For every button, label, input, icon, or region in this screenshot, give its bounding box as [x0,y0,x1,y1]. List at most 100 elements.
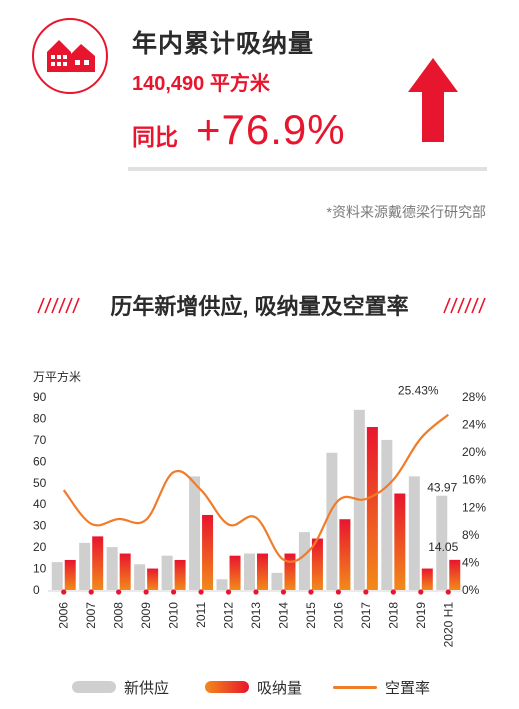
x-tick-marker [225,589,232,595]
x-tick-marker [253,589,259,595]
bar-absorption [119,553,131,590]
y-right-tick-label: 16% [462,473,486,487]
legend-swatch-vacancy [333,686,377,689]
y-left-tick-label: 0 [33,583,40,597]
bar-absorption [202,514,214,590]
y-right-tick-label: 4% [462,555,480,569]
x-tick-marker [308,589,314,595]
x-tick-marker [335,589,341,595]
bar-absorption [257,553,268,590]
x-tick-marker [116,589,122,595]
x-tick-marker [143,589,149,595]
y-axis-unit-label: 万平方米 [33,370,82,384]
x-tick-label: 2006 [57,602,71,629]
houses-icon [47,40,95,72]
x-tick-label: 2013 [249,602,263,629]
x-tick-label: 2018 [386,602,400,629]
x-tick-marker [198,589,204,595]
data-label-vacancy: 25.43% [398,384,439,398]
bar-absorption [421,568,433,590]
y-left-tick-label: 60 [33,454,47,468]
y-right-tick-label: 0% [462,583,480,597]
absorption-amount: 140,490 平方米 [132,73,270,95]
bar-supply [244,553,255,590]
decorative-slashes-left-icon [37,297,80,314]
x-tick-label: 2016 [331,602,345,629]
bar-supply [134,564,146,590]
y-right-tick-label: 24% [462,418,486,432]
y-left-tick-label: 40 [33,497,47,511]
x-tick-label: 2011 [194,602,208,628]
legend-label-absorption: 吸纳量 [257,680,303,697]
y-left-tick-label: 70 [33,433,47,447]
bar-absorption [366,427,378,590]
bar-absorption [92,536,104,590]
x-tick-marker [171,589,177,595]
legend-swatch-absorption [205,681,249,693]
x-tick-marker [280,589,287,595]
data-label-supply: 43.97 [427,481,457,495]
bar-supply [216,579,228,590]
y-left-tick-label: 30 [33,519,47,533]
bar-absorption [339,519,351,590]
bar-supply [51,562,63,590]
divider [128,167,487,171]
bar-absorption [229,555,241,590]
x-tick-label: 2015 [304,602,318,629]
y-right-tick-label: 8% [462,528,480,542]
bar-supply [408,476,420,590]
y-left-tick-label: 10 [33,562,47,576]
legend-swatch-supply [72,681,116,693]
legend-label-supply: 新供应 [124,680,170,697]
bar-supply [298,532,310,590]
page-title: 年内累计吸纳量 [132,30,315,58]
bar-supply [106,547,118,590]
bar-supply [436,495,448,590]
bar-absorption [147,568,159,590]
x-tick-marker [61,589,67,595]
x-tick-marker [445,589,451,595]
x-tick-label: 2017 [359,602,373,629]
y-left-tick-label: 80 [33,411,47,425]
up-arrow-icon [408,58,458,142]
bar-absorption [394,493,406,590]
x-tick-marker [88,589,94,595]
vacancy-rate-line [62,413,449,563]
source-note: *资料来源戴德梁行研究部 [326,204,486,220]
legend-label-vacancy: 空置率 [385,680,431,697]
bar-supply [326,452,338,590]
x-tick-label: 2014 [276,602,290,629]
bar-supply [79,542,91,590]
bar-absorption [284,553,296,590]
chart-title: 历年新增供应, 吸纳量及空置率 [110,294,409,319]
y-left-tick-label: 20 [33,540,47,554]
bar-absorption [174,559,186,590]
x-tick-label: 2019 [414,602,428,629]
yoy-label: 同比 [132,124,178,150]
x-tick-label: 2020 H1 [441,602,455,648]
bar-supply [381,439,393,590]
y-left-tick-label: 90 [33,390,47,404]
bar-absorption [311,538,323,590]
y-right-tick-label: 12% [462,500,486,514]
house-icon-badge [32,18,108,94]
bar-absorption [449,559,461,590]
yoy-value: +76.9% [196,106,346,153]
x-tick-label: 2010 [167,602,181,629]
x-tick-label: 2012 [222,602,236,629]
x-tick-marker [363,589,369,595]
y-right-tick-label: 20% [462,445,486,459]
x-tick-marker [418,589,424,595]
y-right-tick-label: 28% [462,390,486,404]
x-tick-label: 2008 [112,602,126,629]
x-tick-label: 2009 [139,602,153,629]
x-tick-marker [390,589,396,595]
y-left-tick-label: 50 [33,476,47,490]
bar-supply [161,555,173,590]
bar-supply [271,572,283,590]
bar-absorption [64,559,76,590]
decorative-slashes-right-icon [443,297,486,314]
x-tick-label: 2007 [84,602,98,629]
bar-supply [189,476,201,590]
